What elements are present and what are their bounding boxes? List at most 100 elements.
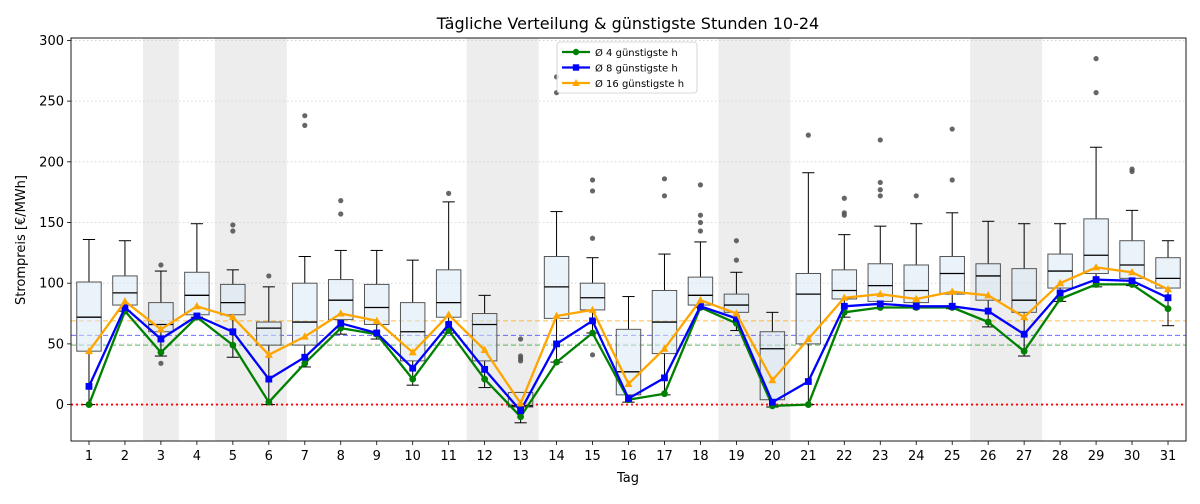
series-point: [553, 340, 560, 348]
box-iqr: [435, 269, 462, 318]
x-tick-label: 17: [656, 449, 673, 464]
box-day-18: [687, 182, 714, 308]
outlier-point: [338, 198, 344, 204]
series-point: [1020, 347, 1028, 355]
series-point: [84, 346, 93, 355]
series-point: [948, 302, 956, 310]
y-tick-label: 300: [39, 34, 64, 49]
x-tick-label: 16: [620, 449, 637, 464]
series-point: [1020, 312, 1029, 321]
series-point: [517, 413, 524, 421]
series-point: [445, 321, 453, 328]
series-point: [661, 374, 668, 382]
box-day-9: [363, 249, 390, 340]
x-tick-label: 10: [404, 449, 421, 464]
outlier-point: [1129, 166, 1135, 172]
series-point: [552, 311, 561, 319]
series-point: [409, 364, 417, 372]
outlier-point: [230, 228, 236, 234]
x-tick-label: 21: [800, 449, 817, 464]
legend-frame: [556, 41, 698, 94]
box-day-5: [220, 222, 246, 358]
series-point: [804, 334, 813, 343]
x-tick-label: 26: [980, 449, 997, 464]
series-point: [696, 295, 705, 304]
outlier-point: [949, 177, 955, 183]
series-point: [912, 302, 920, 310]
series-point: [444, 310, 453, 318]
x-tick-label: 19: [728, 449, 745, 464]
series-3: [84, 263, 1173, 407]
outlier-point: [733, 257, 740, 263]
series-point: [300, 332, 309, 340]
box-iqr: [795, 272, 822, 345]
box-day-7: [292, 113, 318, 368]
outlier-point: [158, 262, 164, 268]
x-tick-label: 30: [1124, 449, 1141, 464]
series-point: [624, 379, 633, 387]
x-tick-label: 20: [764, 449, 781, 464]
series-point: [409, 375, 417, 383]
series-point: [156, 325, 165, 333]
legend: Ø 4 günstigste h Ø 8 günstigste h Ø 16 gün…: [556, 41, 698, 94]
series-point: [229, 341, 237, 349]
outlier-point: [877, 137, 883, 143]
outlier-point: [949, 126, 955, 132]
outlier-point: [589, 235, 596, 241]
y-tick-label: 250: [39, 95, 64, 110]
legend-item-3: Ø 16 günstigste h: [562, 78, 684, 90]
outlier-point: [877, 187, 883, 193]
outlier-point: [841, 210, 847, 216]
outlier-point: [230, 222, 236, 228]
x-tick-label: 1: [85, 449, 93, 464]
outlier-point: [266, 273, 272, 279]
outlier-point: [661, 193, 668, 199]
outlier-point: [841, 195, 847, 201]
x-axis-label: Tag: [616, 471, 639, 486]
series-lines: [84, 263, 1173, 421]
series-point: [373, 329, 381, 337]
x-tick-label: 13: [512, 449, 529, 464]
x-tick-label: 28: [1052, 449, 1069, 464]
shaded-band-3: [142, 38, 179, 441]
series-point: [948, 287, 957, 295]
x-tick-label: 23: [872, 449, 889, 464]
chart-title: Tägliche Verteilung & günstigste Stunden…: [436, 14, 819, 33]
outlier-point: [589, 352, 596, 358]
shaded-band-5: [214, 38, 251, 441]
series-point: [768, 398, 776, 406]
x-tick-label: 31: [1160, 449, 1177, 464]
outlier-point: [697, 228, 704, 234]
series-point: [1164, 285, 1173, 293]
y-tick-label: 100: [39, 277, 64, 292]
series-point: [372, 316, 381, 324]
y-tick-label: 50: [47, 337, 64, 352]
legend-label: Ø 4 günstigste h: [595, 47, 678, 59]
series-point: [121, 304, 129, 311]
series-point: [192, 302, 201, 310]
outlier-point: [733, 238, 740, 244]
series-point: [301, 359, 309, 367]
box-iqr: [471, 313, 498, 362]
box-day-30: [1119, 166, 1145, 287]
outlier-point: [446, 190, 452, 196]
x-tick-label: 25: [944, 449, 961, 464]
weekend-shading: [142, 38, 1043, 441]
box-day-28: [1047, 223, 1073, 302]
x-tick-label: 12: [476, 449, 493, 464]
box-day-12: [471, 294, 498, 389]
outlier-point: [302, 122, 308, 128]
legend-marker: [572, 79, 580, 86]
series-point: [517, 407, 524, 415]
box-iqr: [256, 321, 282, 346]
series-point: [1092, 263, 1101, 271]
series-point: [229, 328, 237, 336]
shaded-band-13: [502, 38, 539, 441]
series-2: [85, 276, 1172, 415]
series-point: [876, 300, 884, 308]
outlier-point: [1093, 56, 1099, 62]
series-point: [301, 353, 309, 361]
x-tick-label: 15: [584, 449, 601, 464]
x-tick-label: 3: [157, 449, 165, 464]
